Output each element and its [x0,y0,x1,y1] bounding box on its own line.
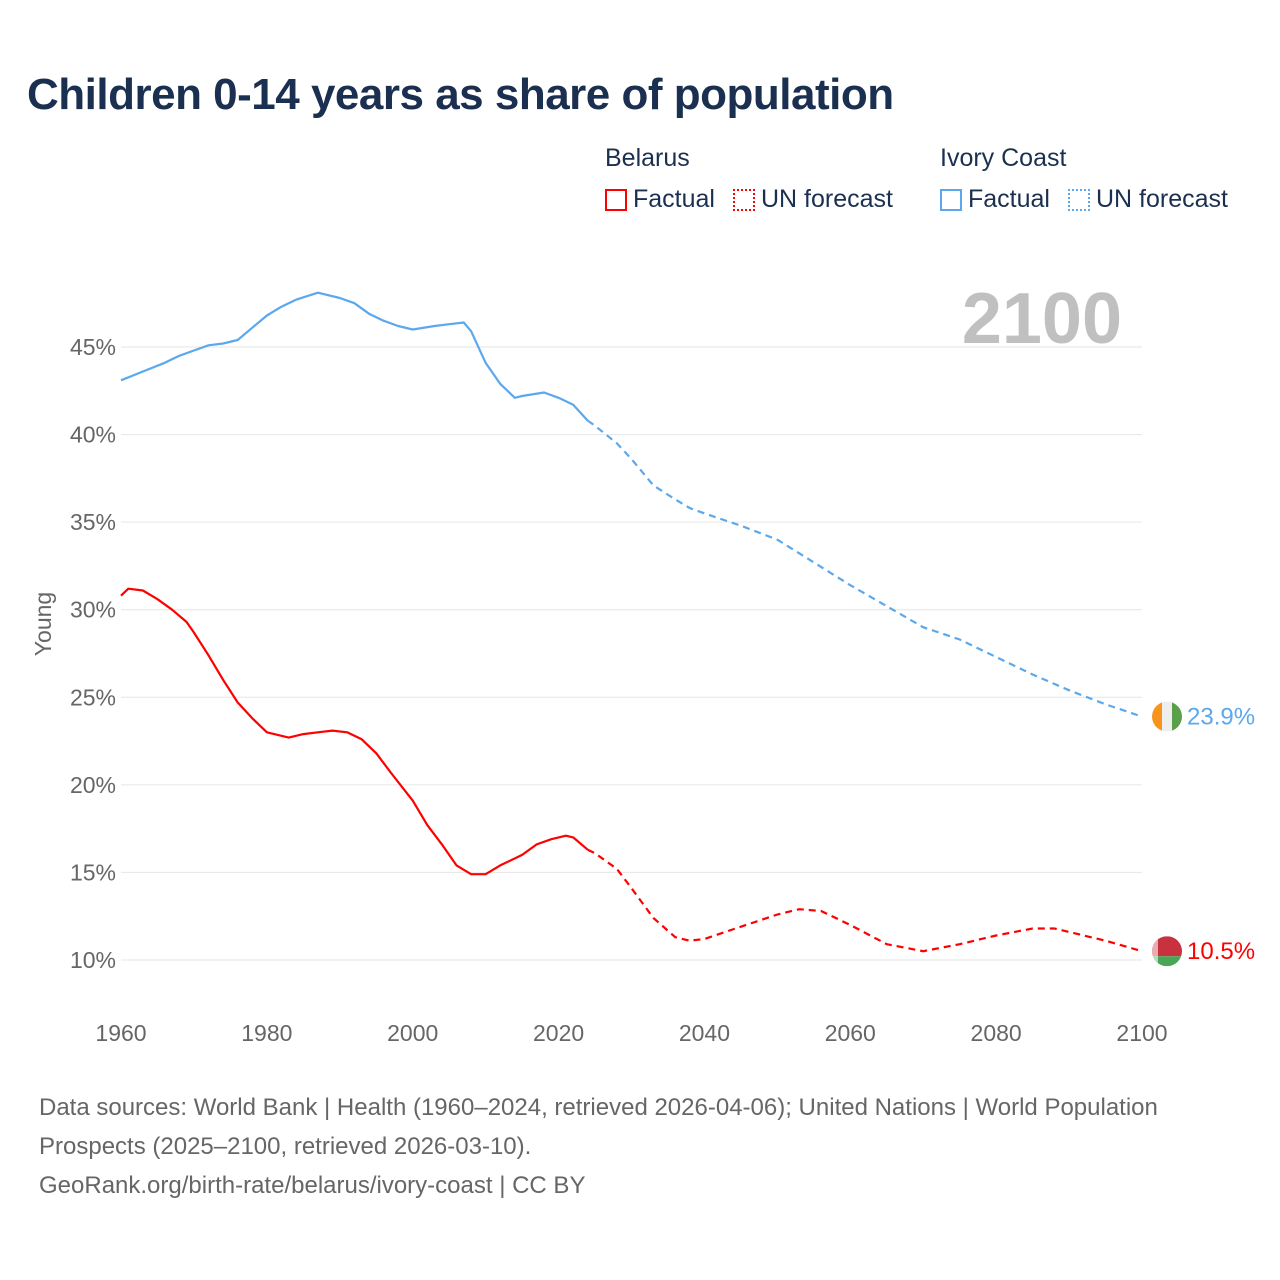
year-indicator: 2100 [961,279,1122,359]
legend-belarus: Belarus Factual UN forecast [605,144,893,214]
x-tick-label: 2080 [971,1020,1022,1046]
flag-stripe [1152,956,1182,967]
flag-ornament [1152,936,1158,967]
x-tick-label: 2040 [679,1020,730,1046]
y-axis-label: Young [30,592,56,656]
flag-stripe [1152,701,1162,732]
y-tick-label: 40% [70,422,116,448]
dotted-swatch-icon [1067,188,1090,211]
legend-label: Factual [633,185,715,213]
y-tick-label: 25% [70,684,116,710]
series-line-ivory-coast-forecast [587,419,1143,718]
flag-stripe [1152,936,1182,957]
chart-title: Children 0-14 years as share of populati… [27,70,894,119]
legend-item-forecast[interactable]: UN forecast [1067,185,1228,214]
x-tick-label: 1980 [241,1020,292,1046]
x-tick-label: 2020 [533,1020,584,1046]
legend-label: UN forecast [760,185,893,213]
solid-swatch-icon [605,188,627,211]
series-line-belarus-factual [120,587,589,876]
series-line-belarus-forecast [587,848,1143,953]
legend-label: UN forecast [1095,185,1228,213]
solid-swatch-icon [940,188,962,211]
legend-ivory-coast: Ivory Coast Factual UN forecast [940,144,1228,214]
data-sources: Data sources: World Bank | Health (1960–… [39,1094,1158,1160]
footer: Data sources: World Bank | Health (1960–… [39,1088,1159,1205]
x-tick-label: 2100 [1116,1020,1167,1046]
x-tick-label: 1960 [95,1020,146,1046]
legend-country: Ivory Coast [940,144,1067,172]
y-tick-label: 10% [70,947,116,973]
y-tick-label: 45% [70,334,116,360]
legend-item-factual[interactable]: Factual [605,185,715,214]
legend-country: Belarus [605,144,690,172]
dotted-swatch-icon [732,188,755,211]
flag-icon [1152,701,1182,732]
legend-label: Factual [968,185,1050,213]
end-value-label: 10.5% [1187,938,1255,965]
y-tick-label: 35% [70,509,116,535]
flag-stripe [1172,701,1182,732]
x-tick-label: 2000 [387,1020,438,1046]
x-tick-label: 2060 [825,1020,876,1046]
legend-item-factual[interactable]: Factual [940,185,1050,214]
legend-item-forecast[interactable]: UN forecast [732,185,893,214]
series-line-ivory-coast-factual [120,291,589,422]
flag-stripe [1162,701,1172,732]
end-value-label: 23.9% [1187,704,1255,731]
y-tick-label: 20% [70,772,116,798]
source-link[interactable]: GeoRank.org/birth-rate/belarus/ivory-coa… [39,1172,586,1199]
y-tick-label: 15% [70,859,116,885]
y-tick-label: 30% [70,597,116,623]
flag-icon [1152,936,1182,967]
